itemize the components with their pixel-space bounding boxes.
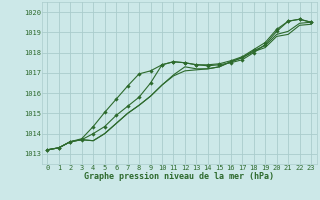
X-axis label: Graphe pression niveau de la mer (hPa): Graphe pression niveau de la mer (hPa) [84,172,274,181]
